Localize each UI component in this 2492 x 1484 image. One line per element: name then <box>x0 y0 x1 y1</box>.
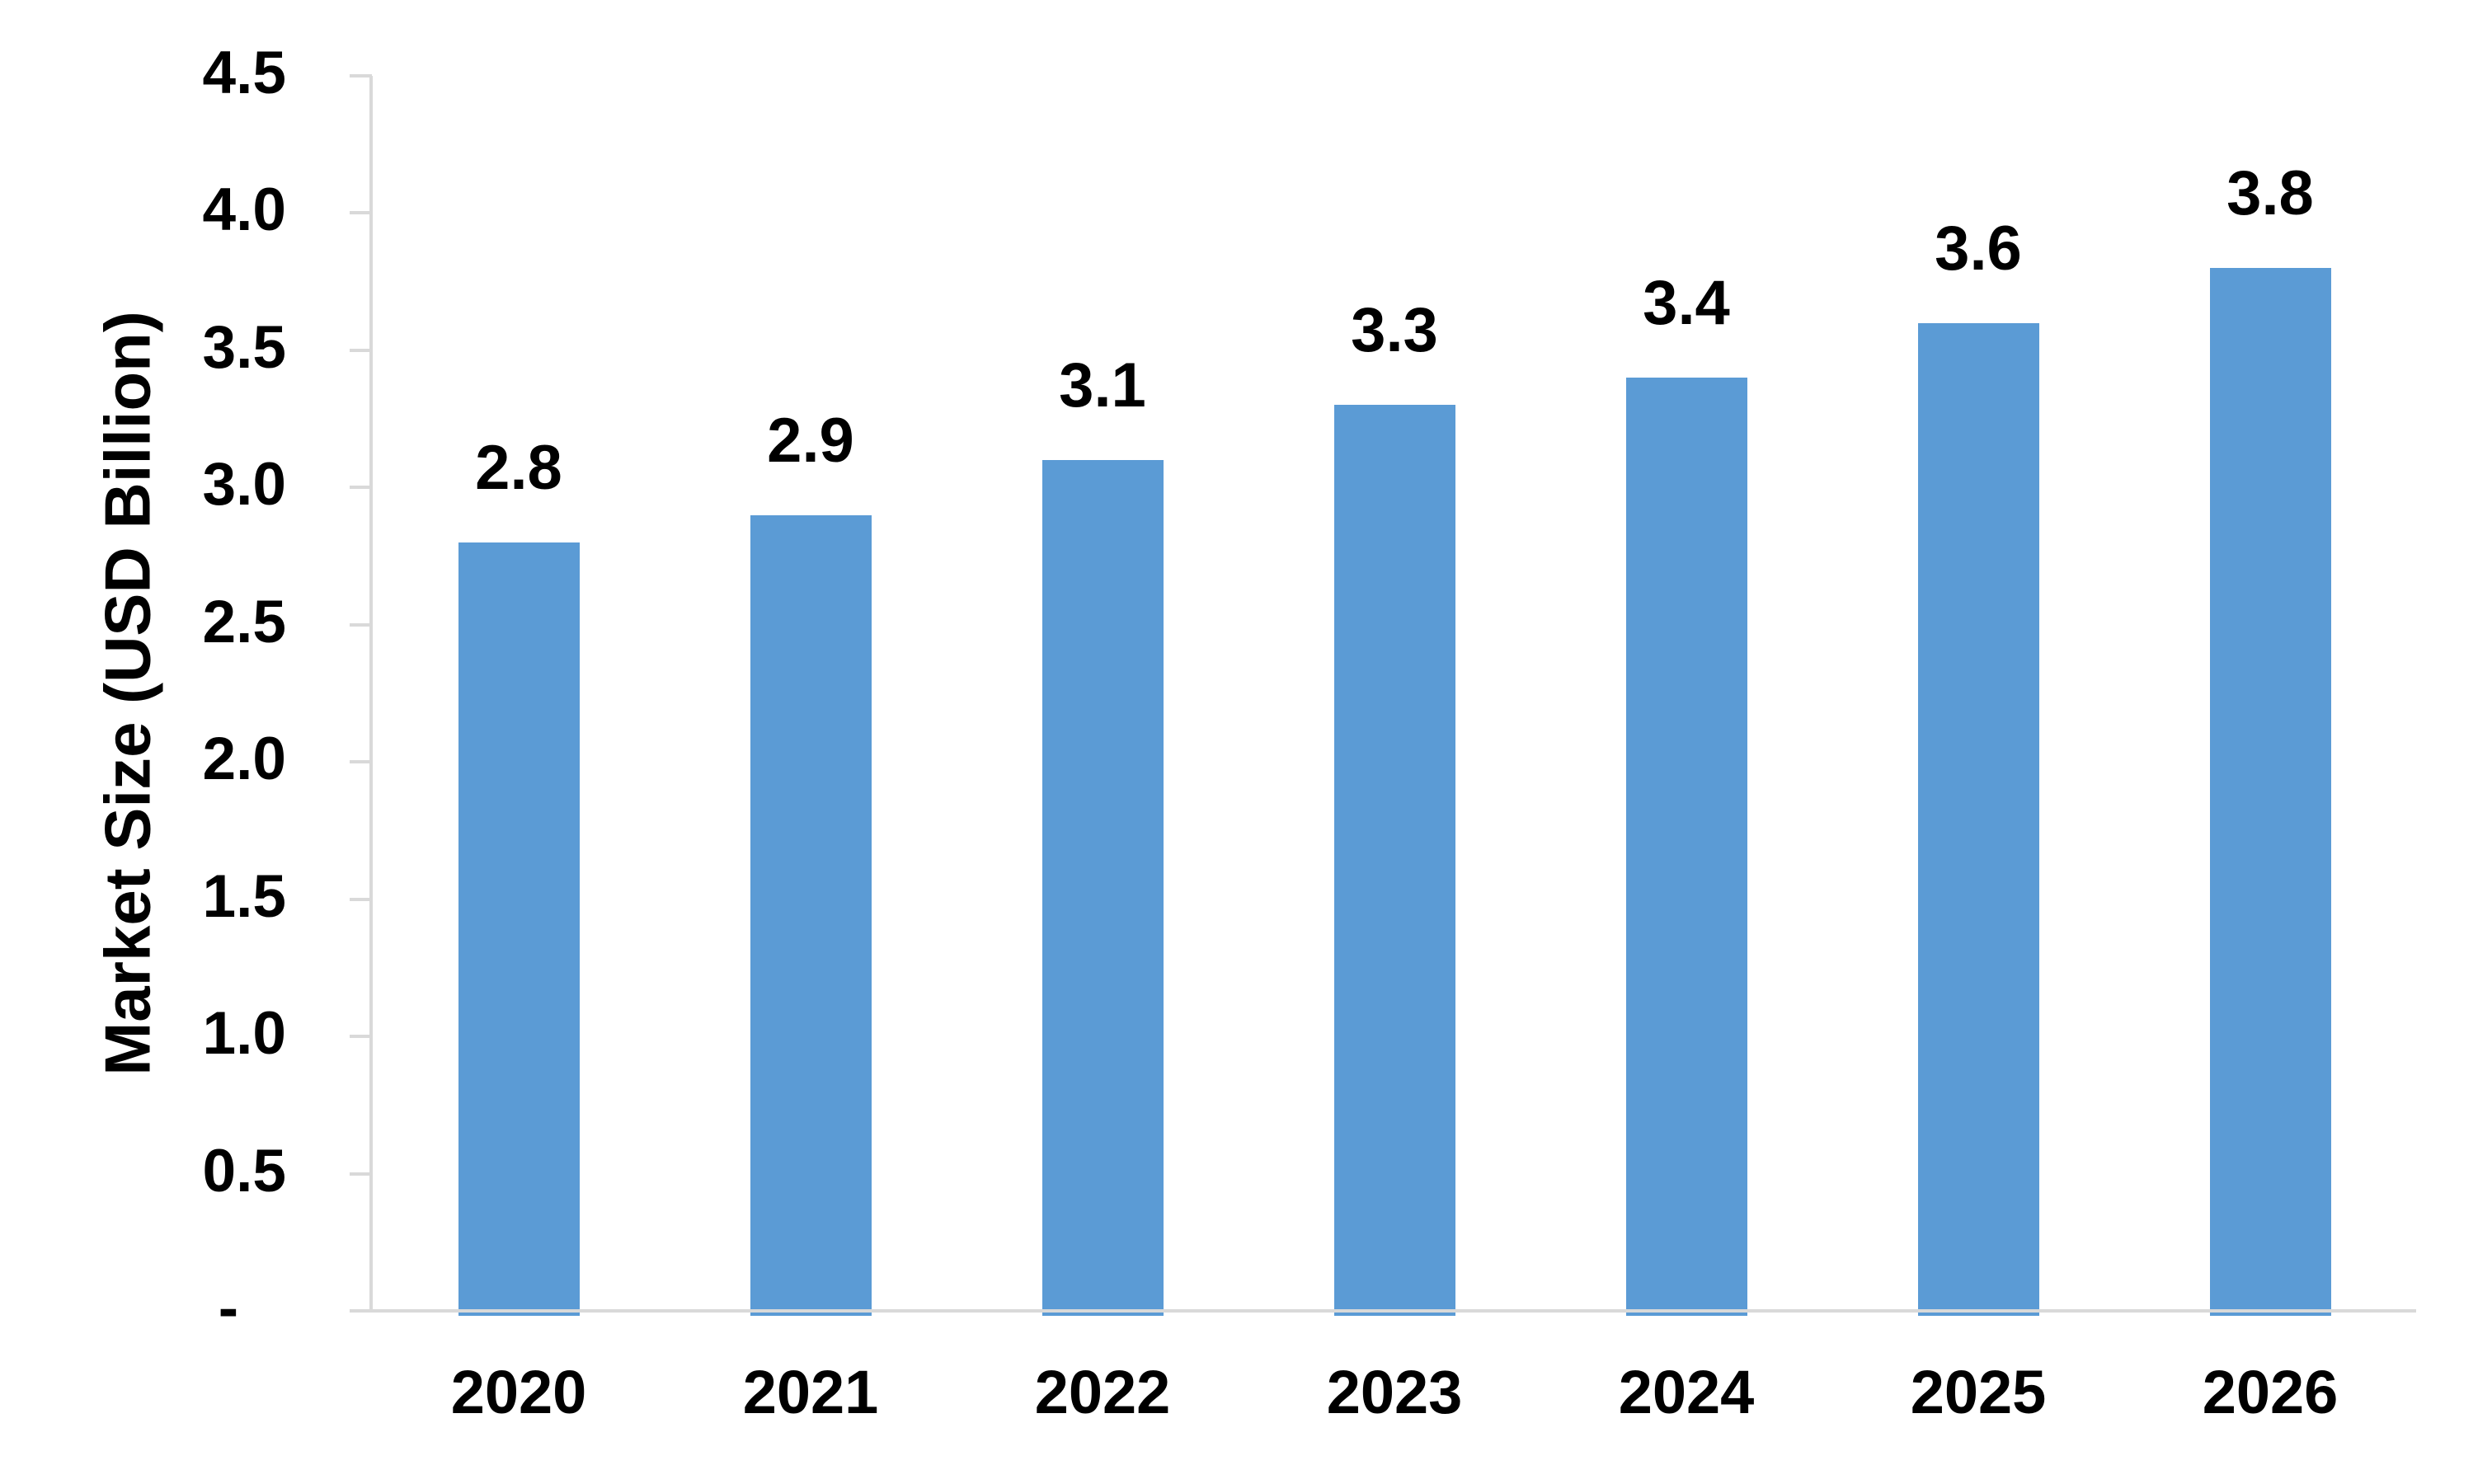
bar-2025 <box>1918 323 2039 1316</box>
x-tick-label: 2021 <box>742 1358 879 1426</box>
bar-2021 <box>750 515 872 1316</box>
bar-2023 <box>1334 405 1455 1316</box>
bar-value-label: 3.4 <box>1643 268 1730 338</box>
y-tick-label: 4.0 <box>202 176 286 243</box>
y-tick-label: 3.0 <box>202 451 286 518</box>
x-tick-label: 2025 <box>1910 1358 2047 1426</box>
y-tick-mark <box>350 1035 372 1038</box>
y-tick-mark <box>350 74 372 77</box>
bar-2024 <box>1626 378 1747 1316</box>
bar-2026 <box>2210 268 2331 1316</box>
y-tick-mark <box>350 486 372 489</box>
y-tick-label: - <box>218 1275 238 1341</box>
y-axis-line <box>369 76 373 1313</box>
y-tick-mark <box>350 898 372 901</box>
y-tick-mark <box>350 760 372 763</box>
y-tick-label: 1.0 <box>202 1000 286 1067</box>
y-axis-title: Market Size (USD Billion) <box>91 311 164 1076</box>
bar-value-label: 3.6 <box>1935 214 2022 284</box>
y-tick-label: 3.5 <box>202 314 286 381</box>
y-tick-label: 0.5 <box>202 1138 286 1205</box>
y-tick-label: 1.5 <box>202 863 286 930</box>
y-tick-label: 4.5 <box>202 40 286 106</box>
bar-value-label: 3.8 <box>2226 158 2314 228</box>
y-tick-label: 2.0 <box>202 726 286 792</box>
y-tick-mark <box>350 1172 372 1176</box>
bar-value-label: 3.1 <box>1059 350 1146 420</box>
x-axis-line <box>350 1309 2416 1313</box>
y-tick-label: 2.5 <box>202 589 286 655</box>
bar-value-label: 3.3 <box>1351 295 1438 365</box>
bar-value-label: 2.9 <box>767 406 854 476</box>
x-tick-label: 2022 <box>1034 1358 1171 1426</box>
bar-value-label: 2.8 <box>475 433 562 503</box>
y-tick-mark <box>350 623 372 627</box>
x-tick-label: 2020 <box>450 1358 587 1426</box>
y-tick-mark <box>350 349 372 352</box>
x-tick-label: 2026 <box>2202 1358 2339 1426</box>
bar-2020 <box>458 542 580 1316</box>
bar-2022 <box>1042 460 1164 1316</box>
y-tick-mark <box>350 211 372 214</box>
x-tick-label: 2024 <box>1618 1358 1755 1426</box>
y-tick-mark <box>350 1309 372 1313</box>
x-tick-label: 2023 <box>1326 1358 1463 1426</box>
